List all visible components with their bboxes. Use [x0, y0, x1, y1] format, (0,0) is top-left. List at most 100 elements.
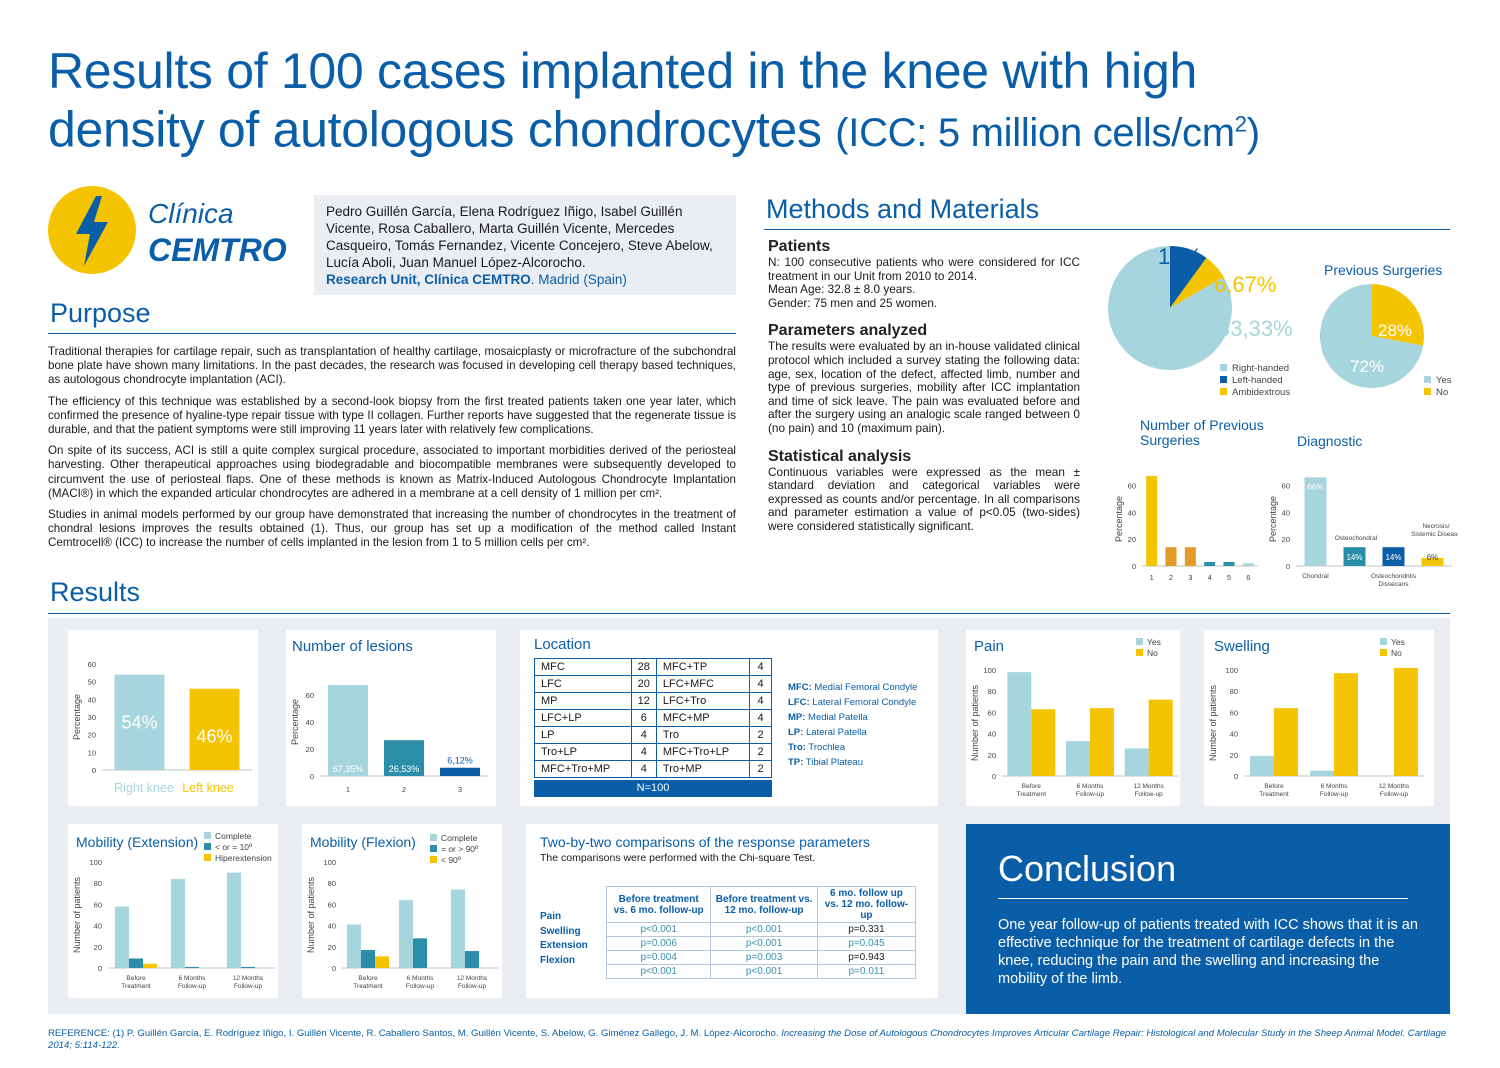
- swelling-bar: [1334, 673, 1358, 776]
- prev-surgeries-slice: [1320, 284, 1424, 388]
- patients-heading: Patients: [768, 238, 831, 255]
- pain-legend-swatch: [1136, 649, 1143, 656]
- purpose-text: Traditional therapies for cartilage repa…: [48, 345, 736, 558]
- pain-xlabel: Before: [1022, 783, 1042, 790]
- swelling-bar: [1250, 755, 1274, 776]
- comparisons-card: Two-by-two comparisons of the response p…: [526, 824, 938, 998]
- logo-name-2: CEMTRO: [148, 232, 287, 268]
- flexion-bar: [465, 951, 479, 968]
- flexion-bar: [451, 889, 465, 968]
- flexion-xlabel: Before: [358, 975, 378, 982]
- p-value: p=0.006: [605, 936, 712, 951]
- purpose-divider: [48, 333, 736, 334]
- extension-ytick: 60: [94, 900, 102, 909]
- purpose-heading: Purpose: [50, 298, 151, 328]
- parameters-heading: Parameters analyzed: [768, 322, 928, 340]
- diagnostic-bar: [1382, 547, 1405, 566]
- flexion-legend-label: < 90º: [441, 855, 461, 865]
- knee-ytick: 60: [88, 660, 96, 669]
- comparisons-row: p<0.001 p<0.001 p=0.331: [605, 922, 917, 937]
- comparisons-row: p<0.001 p<0.001 p=0.011: [605, 964, 917, 979]
- knee-ytick: 0: [92, 766, 96, 775]
- pain-bar: [1124, 748, 1149, 776]
- extension-bar: [143, 963, 157, 968]
- pain-bar: [1031, 709, 1056, 776]
- comparisons-title: Two-by-two comparisons of the response p…: [540, 834, 870, 850]
- extension-ytick: 20: [94, 943, 102, 952]
- location-row: LFC 20 LFC+MFC 4: [534, 675, 772, 693]
- purpose-p3: On spite of its success, ACI is still a …: [48, 444, 736, 500]
- flexion-title: Mobility (Flexion): [310, 834, 416, 850]
- location-legend-item: MP: Medial Patella: [788, 710, 917, 725]
- pain-ylabel: Number of patients: [970, 684, 980, 761]
- results-divider: [48, 613, 1450, 614]
- extension-xlabel: 12 Months: [233, 975, 264, 982]
- knee-ytick: 30: [88, 713, 96, 722]
- location-count: 2: [749, 760, 772, 778]
- parameters-text: The results were evaluated by an in-hous…: [768, 339, 1080, 435]
- location-table: MFC 28 MFC+TP 4 LFC 20 LFC+MFC 4 MP 12 LFC+Tro 4 LFC…: [534, 658, 772, 778]
- num-prev-bar: [1242, 563, 1254, 566]
- diagnostic-xlabel: Dissecans: [1379, 581, 1410, 588]
- flexion-bar: [413, 938, 427, 968]
- p-value: p<0.001: [605, 922, 712, 937]
- logo-icon: [48, 186, 136, 274]
- swelling-legend-label: No: [1391, 648, 1402, 658]
- num-prev-bar: [1184, 547, 1196, 566]
- swelling-ytick: 100: [1225, 666, 1238, 675]
- extension-ytick: 40: [94, 922, 102, 931]
- flexion-ytick: 40: [328, 922, 336, 931]
- flexion-xlabel: Treatment: [353, 983, 383, 990]
- extension-legend-swatch: [204, 843, 211, 850]
- num-prev-title: Number of Previous Surgeries: [1140, 417, 1264, 448]
- lesions-xlabel: 1: [346, 785, 350, 794]
- legend-code: MFC:: [788, 682, 812, 693]
- num-prev-ylabel: Percentage: [1114, 496, 1124, 542]
- location-count: 4: [749, 675, 772, 693]
- authors-box: Pedro Guillén García, Elena Rodríguez Iñ…: [314, 195, 736, 295]
- diag-top-label-necrosis: Necrosis/: [1422, 523, 1449, 530]
- location-legend: MFC: Medial Femoral Condyle LFC: Lateral …: [788, 680, 917, 770]
- knee-card: Percentage 0 10 20 30 40 50 60 54% 46% Right knee L…: [68, 630, 258, 806]
- legend-meaning: Medial Patella: [805, 712, 868, 723]
- extension-legend-swatch: [204, 832, 211, 839]
- location-legend-item: Tro: Trochlea: [788, 740, 917, 755]
- num-prev-xlabel: 3: [1188, 573, 1192, 582]
- pain-ytick: 60: [988, 708, 996, 717]
- knee-ytick: 50: [88, 678, 96, 687]
- comparisons-header: Before treatment vs. 6 mo. follow-up: [605, 886, 712, 923]
- flexion-legend-swatch: [430, 856, 437, 863]
- location-code: LFC: [534, 675, 632, 693]
- prev-surgeries-slice: [1372, 284, 1424, 346]
- diagnostic-ytick: 0: [1286, 562, 1290, 571]
- lesions-bar: [328, 685, 368, 776]
- prev-label-yes: 72%: [1350, 357, 1384, 376]
- handedness-legend-swatch: [1220, 376, 1227, 383]
- flexion-ytick: 80: [328, 879, 336, 888]
- conclusion-card: Conclusion One year follow-up of patient…: [966, 824, 1450, 1014]
- conclusion-heading: Conclusion: [998, 848, 1177, 889]
- extension-ylabel: Number of patients: [72, 876, 82, 953]
- pain-title: Pain: [974, 638, 1005, 655]
- p-value: p<0.001: [710, 964, 818, 979]
- location-count: 28: [630, 658, 657, 676]
- knee-ytick: 20: [88, 731, 96, 740]
- diagnostic-datalabel: 66%: [1307, 482, 1323, 491]
- statistics-heading: Statistical analysis: [768, 447, 912, 465]
- handedness-slice: [1170, 246, 1207, 308]
- comparisons-row-label: Extension: [540, 940, 588, 951]
- pain-ytick: 20: [988, 751, 996, 760]
- extension-bar: [129, 958, 143, 968]
- purpose-p1: Traditional therapies for cartilage repa…: [48, 345, 736, 387]
- logo-name-1: Clínica: [148, 198, 234, 229]
- location-row: MFC 28 MFC+TP 4: [534, 658, 772, 676]
- lesions-ytick: 40: [306, 718, 314, 727]
- swelling-card: Swelling Number of patients 0 20 40 60 80 100 B…: [1204, 630, 1434, 806]
- statistics-text: Continuous variables were expressed as t…: [768, 464, 1080, 533]
- flexion-card: Mobility (Flexion) Number of patients 0 20…: [302, 824, 502, 998]
- comparisons-row: p=0.004 p=0.003 p=0.943: [605, 950, 917, 965]
- poster-title: Results of 100 cases implanted in the kn…: [48, 44, 1468, 160]
- extension-bar: [115, 906, 129, 968]
- num-prev-xlabel: 6: [1246, 573, 1250, 582]
- flexion-bar: [399, 900, 413, 968]
